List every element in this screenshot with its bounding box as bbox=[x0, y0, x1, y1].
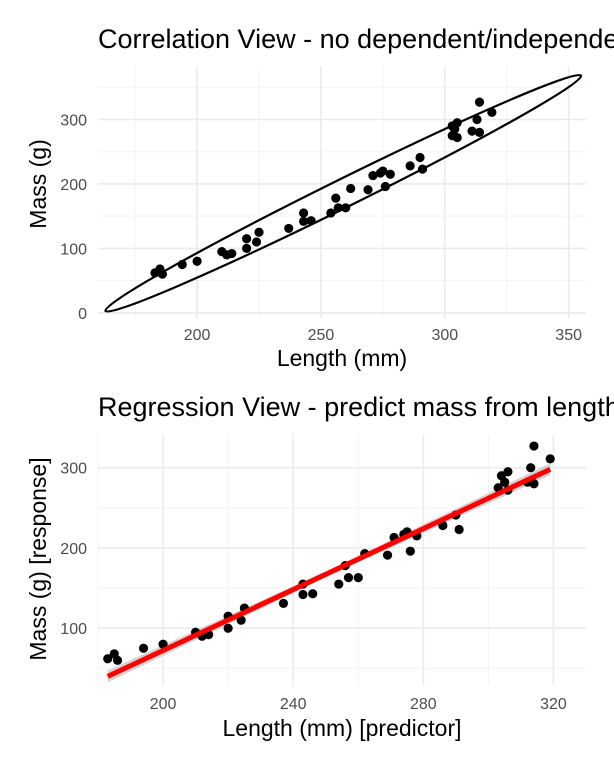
x-tick-label: 280 bbox=[410, 696, 437, 713]
data-point bbox=[382, 550, 393, 560]
data-point bbox=[378, 166, 388, 176]
chart-title: Correlation View - no dependent/independ… bbox=[98, 24, 614, 54]
data-point bbox=[326, 208, 336, 218]
data-point bbox=[103, 654, 113, 664]
correlation-panel: 200 250 300 350 0 100 200 300 Correlation View… bbox=[25, 24, 614, 371]
data-point bbox=[192, 256, 202, 266]
data-point bbox=[158, 639, 168, 649]
data-point bbox=[333, 203, 343, 213]
regression-line bbox=[106, 467, 552, 679]
y-tick-label: 100 bbox=[60, 621, 87, 638]
y-tick-label: 200 bbox=[60, 177, 87, 194]
ellipse-overlay bbox=[104, 73, 583, 313]
x-tick-label: 200 bbox=[184, 327, 211, 344]
data-point bbox=[284, 223, 294, 234]
data-point bbox=[278, 598, 289, 608]
grid bbox=[98, 66, 586, 318]
data-point bbox=[331, 193, 341, 203]
data-point bbox=[500, 477, 510, 487]
confidence-ellipse bbox=[104, 73, 583, 313]
y-tick-label: 300 bbox=[60, 461, 87, 478]
x-tick-label: 240 bbox=[280, 696, 307, 713]
data-point bbox=[343, 573, 354, 583]
y-tick-labels: 0 100 200 300 bbox=[60, 112, 87, 322]
data-point bbox=[334, 579, 344, 589]
x-tick-label: 250 bbox=[308, 327, 335, 344]
y-axis-title: Mass (g) bbox=[25, 139, 51, 228]
grid bbox=[97, 434, 586, 686]
x-tick-labels: 200 240 280 320 bbox=[150, 696, 567, 713]
data-point bbox=[472, 114, 482, 125]
data-point bbox=[467, 126, 477, 136]
data-point bbox=[363, 185, 373, 195]
x-tick-label: 320 bbox=[540, 696, 567, 713]
data-point bbox=[341, 203, 351, 213]
fit-line bbox=[106, 467, 552, 679]
points bbox=[150, 97, 497, 279]
data-point bbox=[452, 132, 462, 143]
x-tick-label: 350 bbox=[555, 327, 582, 344]
data-point bbox=[474, 97, 485, 107]
data-point bbox=[298, 589, 308, 600]
regression-panel: 200 240 280 320 100 200 300 Regression View -… bbox=[25, 392, 614, 741]
data-point bbox=[474, 127, 485, 137]
data-point bbox=[353, 573, 363, 583]
data-point bbox=[415, 152, 425, 163]
data-point bbox=[545, 454, 555, 464]
data-point bbox=[242, 234, 252, 244]
data-point bbox=[138, 643, 149, 653]
data-point bbox=[503, 467, 513, 477]
y-tick-label: 100 bbox=[60, 241, 87, 258]
data-point bbox=[254, 227, 264, 237]
data-point bbox=[236, 615, 246, 625]
data-point bbox=[157, 269, 168, 279]
data-point bbox=[346, 183, 356, 194]
y-tick-labels: 100 200 300 bbox=[60, 461, 87, 639]
data-point bbox=[529, 441, 539, 451]
data-point bbox=[308, 589, 318, 599]
data-point bbox=[299, 216, 309, 226]
data-point bbox=[454, 524, 464, 535]
x-axis-title: Length (mm) [predictor] bbox=[222, 715, 461, 741]
data-point bbox=[385, 169, 395, 179]
data-point bbox=[177, 259, 187, 270]
x-tick-labels: 200 250 300 350 bbox=[184, 327, 582, 344]
data-point bbox=[405, 161, 415, 171]
data-point bbox=[299, 208, 309, 218]
points bbox=[103, 441, 555, 665]
y-tick-label: 0 bbox=[78, 306, 87, 323]
data-point bbox=[380, 181, 390, 192]
data-point bbox=[223, 623, 233, 633]
data-point bbox=[417, 164, 428, 174]
data-point bbox=[487, 107, 497, 118]
data-point bbox=[526, 463, 536, 473]
x-tick-label: 300 bbox=[431, 327, 458, 344]
chart-title: Regression View - predict mass from leng… bbox=[98, 392, 614, 422]
data-point bbox=[306, 216, 316, 226]
data-point bbox=[251, 237, 262, 247]
y-axis-title: Mass (g) [response] bbox=[25, 457, 51, 660]
data-point bbox=[405, 546, 415, 556]
data-point bbox=[529, 479, 539, 489]
x-tick-label: 200 bbox=[150, 696, 177, 713]
y-tick-label: 300 bbox=[60, 112, 87, 129]
x-axis-title: Length (mm) bbox=[277, 345, 407, 371]
data-point bbox=[112, 655, 123, 665]
data-point bbox=[227, 248, 237, 259]
data-point bbox=[242, 243, 252, 253]
data-point bbox=[368, 170, 378, 181]
y-tick-label: 200 bbox=[60, 541, 87, 558]
data-point bbox=[450, 124, 460, 134]
